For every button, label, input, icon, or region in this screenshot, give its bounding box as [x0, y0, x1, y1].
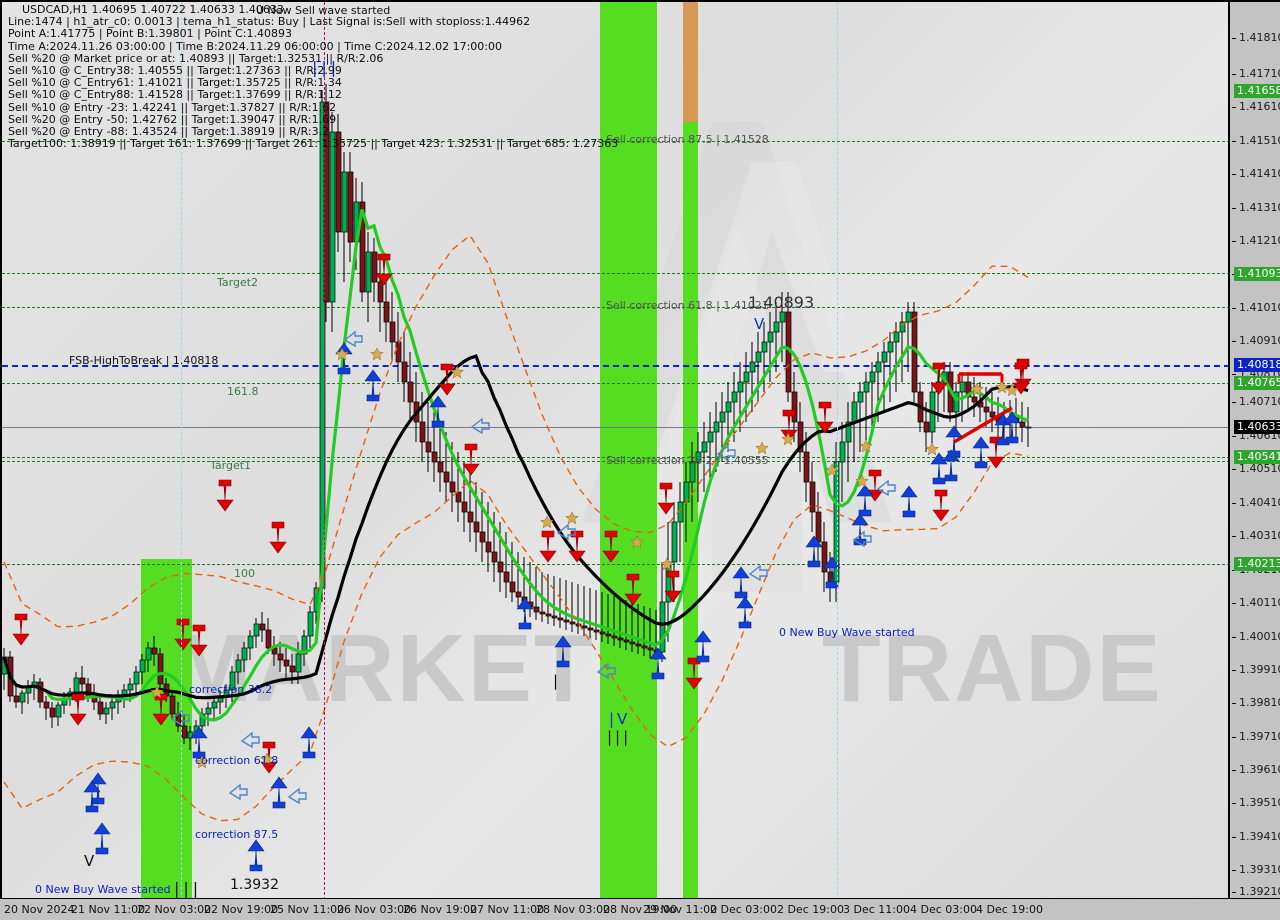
level-line	[2, 461, 1230, 462]
time-tick: 22 Nov 03:00	[137, 903, 212, 916]
price-highlight-label: 1.40765	[1234, 376, 1280, 390]
label-correction-875: correction 87.5	[195, 828, 279, 841]
time-tick: 29 Nov 11:00	[643, 903, 718, 916]
level-line	[2, 273, 1230, 274]
header-line-1: Point A:1.41775 | Point B:1.39801 | Poin…	[8, 27, 292, 41]
price-highlight-label: 1.40213	[1234, 557, 1280, 571]
level-line	[2, 141, 1230, 142]
label-target2: Target2	[217, 276, 259, 289]
watermark-market: MARKET	[172, 615, 595, 722]
price-highlight-label: 1.40541	[1234, 450, 1280, 464]
signal-arrows	[12, 253, 1032, 872]
new-sell-wave-message: U New Sell wave started	[256, 4, 391, 17]
label-target1: Target1	[210, 459, 252, 472]
label-low-price: 1.3932	[230, 877, 279, 893]
tick-marks-top: |||	[312, 58, 341, 77]
symbol-ohlc-line: USDCAD,H1 1.40695 1.40722 1.40633 1.4063…	[22, 3, 284, 16]
highlight-zone	[683, 2, 698, 122]
header-line-0: Line:1474 | h1_atr_c0: 0.0013 | tema_h1_…	[8, 15, 531, 29]
chart-plot-area[interactable]: MARKET TRADE Target2 Target1 161.8 100 F…	[0, 0, 1230, 901]
watermark-logo	[582, 122, 892, 592]
label-fib-1618: 161.8	[227, 385, 259, 398]
header-line-7: Sell %10 @ Entry -23: 1.42241 || Target:…	[8, 100, 337, 114]
time-tick: 3 Dec 11:00	[843, 903, 910, 916]
watermark-trade: TRADE	[822, 615, 1163, 722]
marker-v-right: V	[754, 315, 765, 333]
time-tick: 20 Nov 2024	[4, 903, 75, 916]
header-line-6: Sell %10 @ C_Entry88: 1.41528 || Target:…	[8, 88, 342, 102]
tick-mark-single: |	[553, 672, 559, 690]
label-sell-correction-382: Sell correction 38.2 | 1.40555	[606, 454, 769, 467]
tick-marks-low: |||	[174, 879, 203, 898]
time-tick: 25 Nov 11:00	[270, 903, 345, 916]
time-tick: 22 Nov 19:00	[204, 903, 279, 916]
time-tick: 27 Nov 11:00	[470, 903, 545, 916]
time-tick: 26 Nov 03:00	[337, 903, 412, 916]
time-tick: 28 Nov 19:00	[603, 903, 678, 916]
label-fib-100: 100	[234, 567, 255, 580]
vertical-marker	[181, 2, 182, 900]
level-line	[2, 427, 1230, 428]
vertical-marker	[324, 2, 325, 900]
highlight-zone	[600, 2, 657, 900]
time-tick: 2 Dec 19:00	[777, 903, 844, 916]
header-line-9: Sell %20 @ Entry -88: 1.43524 || Target:…	[8, 125, 330, 139]
header-line-4: Sell %10 @ C_Entry38: 1.40555 || Target:…	[8, 64, 342, 78]
label-correction-382: correction 38.2	[189, 683, 273, 696]
price-highlight-label: 1.41093	[1234, 267, 1280, 281]
highlight-zone	[683, 122, 698, 900]
time-tick: 21 Nov 11:00	[71, 903, 146, 916]
level-line	[2, 457, 1230, 458]
header-line-10: Target100: 1.38919 || Target 161: 1.3769…	[8, 137, 619, 151]
price-highlight-label: 1.41658	[1234, 84, 1280, 98]
tick-marks-mid-b: |||	[607, 728, 632, 746]
header-line-2: Time A:2024.11.26 03:00:00 | Time B:2024…	[8, 39, 502, 53]
level-line	[2, 365, 1230, 367]
level-line	[2, 383, 1230, 384]
label-fsb-hightobreak: FSB-HighToBreak | 1.40818	[69, 354, 219, 367]
time-tick: 2 Dec 03:00	[710, 903, 777, 916]
time-tick: 4 Dec 19:00	[976, 903, 1043, 916]
level-line	[2, 307, 1230, 308]
price-highlight-label: 1.40633	[1234, 420, 1280, 434]
price-highlight-label: 1.40818	[1234, 358, 1280, 372]
label-correction-618: correction 61.8	[195, 754, 279, 767]
time-axis[interactable]: 20 Nov 2024 21 Nov 11:00 22 Nov 03:00 22 No…	[0, 898, 1280, 920]
header-line-8: Sell %20 @ Entry -50: 1.42762 || Target:…	[8, 112, 337, 126]
vertical-marker	[837, 2, 838, 900]
tick-marks-mid-a: |V	[609, 710, 631, 728]
header-line-3: Sell %20 @ Market price or at: 1.40893 |…	[8, 51, 384, 65]
header-line-5: Sell %10 @ C_Entry61: 1.41021 || Target:…	[8, 76, 342, 90]
marker-v-left: V	[84, 852, 95, 870]
label-sell-correction-618: Sell correction 61.8 | 1.41021	[606, 299, 769, 312]
label-new-buy-wave-left: 0 New Buy Wave started	[35, 883, 171, 896]
label-point-c-price: 1.40893	[748, 293, 815, 312]
label-new-buy-wave-right: 0 New Buy Wave started	[779, 626, 915, 639]
price-series	[2, 84, 1032, 822]
time-tick: 4 Dec 03:00	[910, 903, 977, 916]
level-line	[2, 564, 1230, 565]
time-tick: 26 Nov 19:00	[403, 903, 478, 916]
time-tick: 28 Nov 03:00	[536, 903, 611, 916]
label-sell-correction-875: Sell correction 87.5 | 1.41528	[606, 133, 769, 146]
chart-info-header: USDCAD,H1 1.40695 1.40722 1.40633 1.4063…	[8, 3, 619, 151]
price-axis[interactable]: 1.41810 1.41710 1.41610 1.41510 1.41410 1.413…	[1228, 0, 1280, 901]
